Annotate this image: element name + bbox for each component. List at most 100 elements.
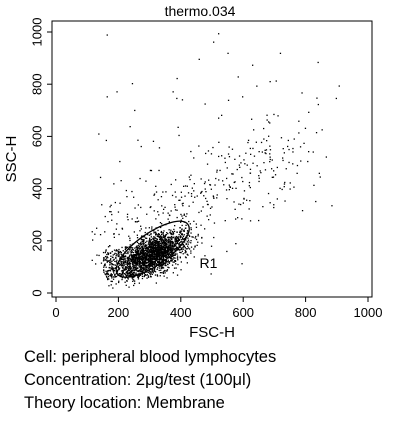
data-point: [143, 273, 146, 275]
plot-frame: [51, 20, 373, 298]
data-point: [142, 268, 144, 270]
data-point: [127, 256, 129, 259]
data-point: [161, 231, 163, 234]
data-point: [186, 185, 188, 187]
data-point: [134, 253, 137, 256]
data-point: [242, 96, 244, 98]
data-point: [158, 244, 160, 246]
data-point: [167, 252, 169, 254]
data-point: [204, 255, 206, 257]
data-point: [146, 254, 148, 256]
data-point: [145, 266, 148, 269]
data-point: [140, 270, 142, 272]
data-point: [151, 271, 153, 273]
x-tick-label: 600: [232, 305, 254, 320]
data-point: [150, 271, 152, 273]
data-point: [160, 233, 163, 236]
data-point: [136, 247, 138, 249]
data-point: [159, 246, 161, 249]
data-point: [164, 242, 166, 245]
data-point: [157, 254, 159, 256]
data-point: [136, 255, 138, 257]
data-point: [153, 241, 155, 244]
data-point: [129, 247, 131, 249]
data-point: [119, 260, 122, 262]
data-point: [168, 250, 170, 253]
data-point: [165, 246, 167, 248]
data-point: [111, 265, 113, 267]
data-point: [259, 170, 261, 172]
data-point: [160, 255, 162, 257]
data-point: [161, 242, 163, 244]
data-point: [149, 260, 151, 262]
data-point: [134, 263, 137, 265]
data-point: [116, 254, 118, 256]
data-point: [140, 258, 142, 260]
data-point: [135, 269, 137, 271]
data-point: [115, 228, 117, 230]
data-point: [122, 274, 124, 276]
data-point: [154, 256, 156, 258]
gate-r1-ellipse[interactable]: [108, 211, 197, 287]
data-point: [143, 239, 145, 242]
data-point: [166, 232, 168, 234]
data-point: [162, 249, 164, 251]
data-point: [161, 264, 164, 266]
data-point: [160, 242, 162, 245]
data-point: [168, 244, 170, 246]
data-point: [269, 158, 271, 161]
data-point: [170, 251, 172, 253]
data-point: [168, 261, 170, 263]
data-point: [125, 284, 127, 286]
data-point: [279, 187, 281, 189]
data-point: [112, 254, 114, 256]
data-point: [159, 261, 161, 264]
data-point: [148, 246, 150, 248]
data-point: [113, 183, 115, 185]
data-point: [106, 276, 108, 279]
data-point: [164, 269, 166, 272]
data-point: [241, 218, 243, 220]
data-point: [180, 248, 182, 250]
data-point: [136, 259, 139, 261]
data-point: [160, 253, 163, 255]
data-point: [110, 258, 112, 260]
data-point: [166, 269, 169, 271]
data-point: [275, 80, 277, 82]
data-point: [146, 233, 149, 236]
data-point: [266, 114, 268, 116]
data-point: [153, 264, 156, 266]
data-point: [226, 250, 228, 253]
data-point: [168, 261, 171, 263]
data-point: [269, 81, 271, 83]
data-point: [165, 255, 167, 257]
data-point: [128, 249, 131, 251]
data-point: [139, 255, 141, 257]
data-point: [110, 274, 113, 276]
data-point: [167, 259, 169, 261]
data-point: [293, 186, 295, 188]
data-point: [111, 263, 113, 265]
data-point: [167, 239, 170, 241]
data-point: [130, 260, 132, 263]
data-point: [303, 142, 305, 144]
data-point: [112, 268, 114, 271]
data-point: [301, 210, 304, 212]
data-point: [189, 235, 191, 237]
data-point: [145, 253, 147, 255]
data-point: [110, 255, 112, 257]
y-tick-label: 200: [29, 230, 44, 252]
data-point: [166, 250, 168, 252]
data-point: [167, 249, 169, 251]
data-point: [138, 246, 141, 248]
data-point: [153, 236, 155, 238]
data-point: [123, 260, 125, 263]
data-point: [248, 208, 250, 210]
data-point: [269, 122, 271, 124]
data-point: [184, 249, 186, 252]
data-point: [125, 256, 127, 258]
data-point: [119, 256, 121, 258]
data-point: [176, 236, 178, 238]
data-point: [131, 83, 134, 85]
data-point: [159, 275, 161, 277]
